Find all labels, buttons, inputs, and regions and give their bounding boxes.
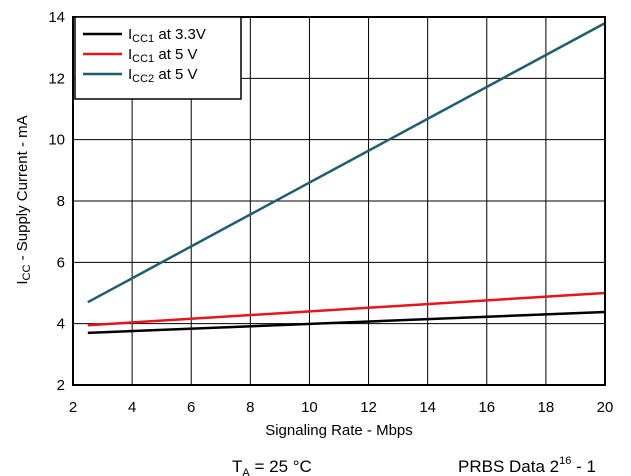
temperature-note: TA = 25 °C	[232, 457, 312, 476]
y-axis-label: ICC - Supply Current - mA	[14, 115, 33, 284]
y-axis-label-rest: - Supply Current - mA	[14, 115, 31, 264]
legend-box	[74, 16, 242, 100]
y-tick-label: 4	[57, 316, 65, 333]
x-tick-label: 18	[538, 399, 555, 416]
ta-sub: A	[242, 467, 250, 476]
x-axis-label: Signaling Rate - Mbps	[265, 422, 413, 439]
prbs-sup: 16	[559, 455, 571, 467]
series-lines	[87, 22, 606, 335]
prbs-prefix: PRBS Data 2	[458, 457, 559, 476]
ta-prefix: T	[232, 457, 242, 476]
y-tick-labels: 2 4 6 8 10 12 14	[48, 9, 65, 394]
x-tick-label: 4	[128, 399, 136, 416]
ta-rest: = 25 °C	[250, 457, 312, 476]
plot-frame	[72, 16, 606, 386]
x-tick-label: 2	[69, 399, 77, 416]
y-tick-label: 10	[48, 132, 65, 149]
legend-entry-label: ICC1 at 3.3V	[128, 26, 206, 45]
x-tick-label: 6	[187, 399, 195, 416]
x-tick-labels: 2 4 6 8 10 12 14 16 18 20	[69, 399, 614, 416]
prbs-note: PRBS Data 216 - 1	[458, 455, 596, 476]
series-line-3	[87, 22, 606, 304]
x-tick-label: 16	[478, 399, 495, 416]
y-tick-label: 14	[48, 9, 65, 26]
x-tick-label: 10	[301, 399, 318, 416]
y-axis-label-prefix: I	[14, 280, 31, 284]
x-tick-label: 14	[419, 399, 436, 416]
legend-entry-label: ICC2 at 5 V	[128, 66, 198, 85]
series-line-1	[87, 310, 606, 335]
y-tick-label: 6	[57, 254, 65, 271]
series-line-2	[87, 291, 606, 327]
prbs-rest: - 1	[571, 457, 596, 476]
y-axis-label-sub: CC	[21, 265, 33, 281]
x-tick-label: 20	[597, 399, 614, 416]
legend-entry-label: ICC1 at 5 V	[128, 46, 198, 65]
x-tick-label: 12	[360, 399, 377, 416]
y-tick-label: 8	[57, 193, 65, 210]
y-tick-label: 2	[57, 377, 65, 394]
y-tick-label: 12	[48, 70, 65, 87]
x-tick-label: 8	[246, 399, 254, 416]
